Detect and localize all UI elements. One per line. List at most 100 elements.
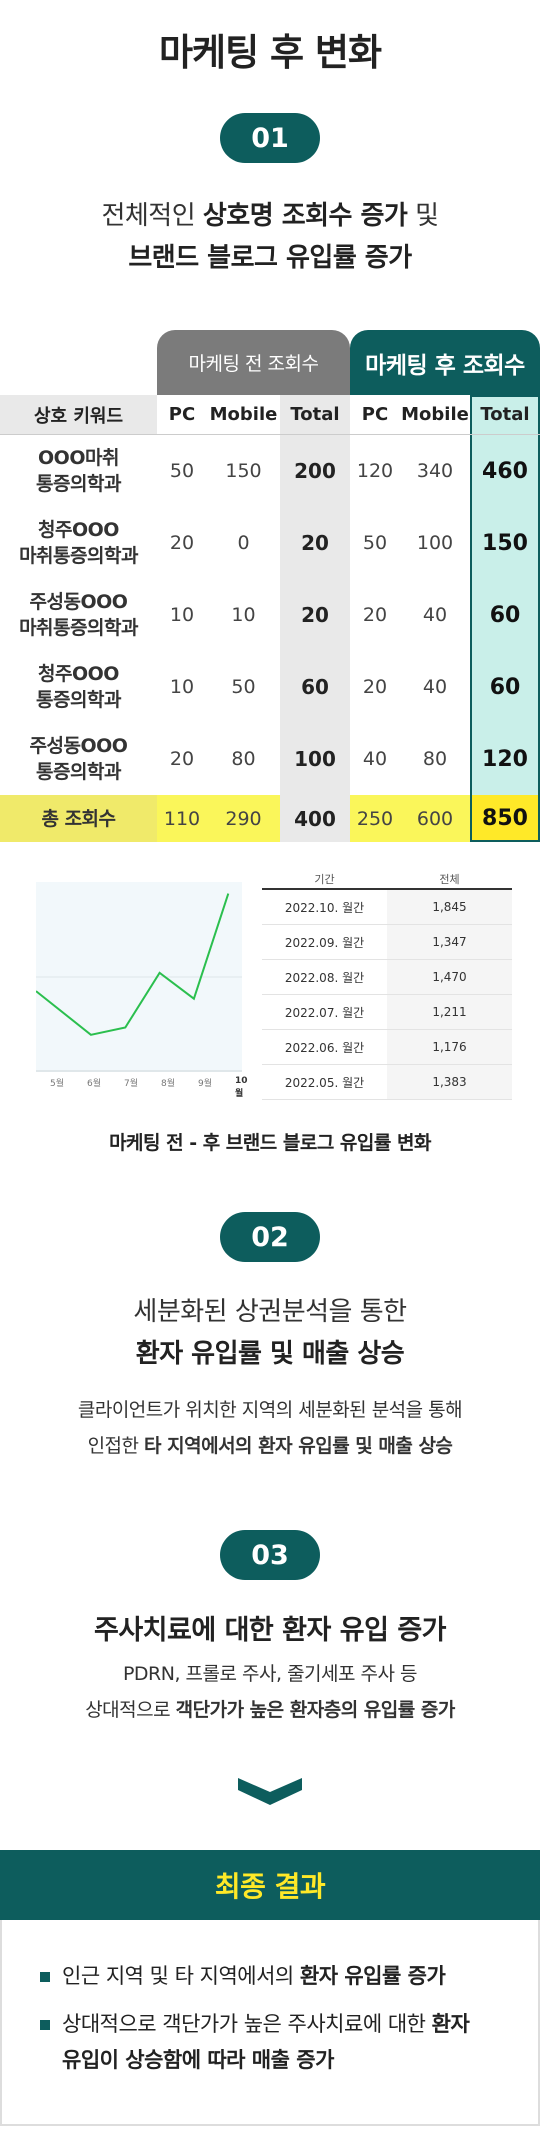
chart-series-line: [35, 893, 230, 1036]
chart-x-tick-label: 8월: [161, 1079, 176, 1089]
after-total-cell: 150: [482, 530, 528, 556]
before-pc-cell: 10: [169, 676, 195, 698]
before-pc-cell: 10: [169, 604, 195, 626]
after-pc-cell: 40: [362, 748, 388, 770]
after-mobile-cell: 340: [416, 460, 454, 482]
final-result-header: 최종 결과: [0, 1850, 540, 1920]
keyword-cell: 청주OOO 통증의학과: [36, 663, 121, 711]
after-total-cell: 460: [482, 458, 528, 484]
result-bullet-2: 상대적으로 객단가가 높은 주사치료에 대한 환자 유입이 상승함에 따라 매출…: [40, 2006, 470, 2078]
total-before-mobile: 290: [225, 807, 262, 830]
period-cell: 2022.10. 월간: [284, 900, 365, 915]
section2-description: 클라이언트가 위치한 지역의 세분화된 분석을 통해 인접한 타 지역에서의 환…: [77, 1399, 463, 1457]
total-after-cell-bg: [470, 795, 540, 842]
table-row: 청주OOO 마취통증의학과 20 0 20 50 100 150: [0, 507, 540, 579]
after-total-column-bg: [470, 395, 540, 795]
col-after-mobile: Mobile: [401, 404, 469, 425]
after-mobile-cell: 80: [422, 748, 448, 770]
result-bullet-1: 인근 지역 및 타 지역에서의 환자 유입률 증가: [40, 1958, 446, 1994]
monthly-data-table: 기간 전체 2022.10. 월간 1,845 2022.09. 월간 1,347 …: [262, 868, 512, 1100]
chart-x-tick-label: 7월: [124, 1079, 139, 1089]
data-table-row: 2022.07. 월간 1,211: [262, 995, 512, 1030]
before-mobile-cell: 150: [225, 460, 262, 482]
before-total-cell: 20: [301, 531, 329, 555]
square-bullet-icon: [40, 1972, 50, 1982]
total-after-total: 850: [482, 806, 528, 831]
square-bullet-icon: [40, 2020, 50, 2030]
section3-heading: 주사치료에 대한 환자 유입 증가: [93, 1615, 447, 1646]
total-row: 총 조회수 110 290 400 250 600 850: [0, 795, 540, 842]
section1-heading: 전체적인 상호명 조회수 증가 및 브랜드 블로그 유입률 증가: [101, 201, 439, 273]
total-before-cell-bg: [280, 795, 350, 842]
before-pc-cell: 20: [169, 532, 195, 554]
after-mobile-cell: 40: [422, 676, 448, 698]
table-header-row: 상호 키워드 PC Mobile Total PC Mobile Total: [0, 395, 540, 435]
value-cell: 1,845: [387, 890, 512, 924]
after-pc-cell: 20: [362, 604, 388, 626]
total-label-bg: [0, 795, 157, 842]
data-table-row: 2022.05. 월간 1,383: [262, 1065, 512, 1100]
after-pc-cell: 50: [362, 532, 388, 554]
section-number-badge: 03: [220, 1530, 320, 1580]
total-label: 총 조회수: [41, 807, 116, 830]
blog-inflow-line-chart: [35, 882, 242, 1072]
chart-x-tick-label: 9월: [198, 1079, 213, 1089]
chart-x-tick-label: 5월: [50, 1079, 65, 1089]
period-cell: 2022.07. 월간: [284, 1005, 365, 1020]
data-table-header: 기간 전체: [262, 868, 512, 890]
col-after-pc: PC: [361, 404, 389, 425]
page-title: 마케팅 후 변화: [158, 31, 382, 74]
keyword-cell: 청주OOO 마취통증의학과: [19, 519, 138, 567]
chevron-down-icon: [238, 1778, 302, 1805]
period-cell: 2022.09. 월간: [284, 935, 365, 950]
period-cell: 2022.06. 월간: [284, 1040, 365, 1055]
after-pc-cell: 20: [362, 676, 388, 698]
col-before-mobile: Mobile: [209, 404, 278, 425]
before-total-cell: 60: [301, 675, 329, 699]
after-marketing-header: 마케팅 후 조회수: [350, 330, 540, 395]
after-pc-cell: 120: [356, 460, 394, 482]
total-before-total: 400: [294, 806, 336, 831]
before-mobile-cell: 50: [231, 676, 256, 698]
line-chart-svg: [35, 893, 242, 1072]
keyword-cell: 주성동OOO 마취통증의학과: [19, 591, 138, 639]
value-cell: 1,347: [387, 925, 512, 959]
chart-x-tick-label: 10월: [235, 1076, 248, 1099]
chart-x-tick-label: 6월: [87, 1079, 102, 1089]
after-total-cell: 60: [489, 602, 521, 628]
table-row: 주성동OOO 마취통증의학과 10 10 20 20 40 60: [0, 579, 540, 651]
col-after-total: Total: [480, 404, 530, 425]
total-before-pc: 110: [163, 807, 201, 830]
chart-x-axis-labels: 5월 6월 7월 8월 9월 10월: [36, 1076, 252, 1099]
value-cell: 1,176: [387, 1030, 512, 1064]
after-mobile-cell: 100: [416, 532, 454, 554]
before-pc-cell: 50: [169, 460, 195, 482]
before-mobile-cell: 10: [231, 604, 256, 626]
after-mobile-cell: 40: [422, 604, 448, 626]
total-after-pc: 250: [356, 807, 394, 830]
keyword-header-bg: [0, 395, 157, 435]
period-cell: 2022.05. 월간: [284, 1075, 365, 1090]
chart-caption: 마케팅 전 - 후 브랜드 블로그 유입률 변화: [109, 1132, 431, 1154]
data-table-row: 2022.09. 월간 1,347: [262, 925, 512, 960]
section-number-badge: 02: [220, 1212, 320, 1262]
col-total: 전체: [439, 873, 460, 886]
keyword-views-table: 마케팅 전 조회수 마케팅 후 조회수 상호 키워드 PC Mobile Tot…: [0, 330, 540, 846]
section-number-badge: 01: [220, 113, 320, 163]
col-keyword: 상호 키워드: [33, 405, 124, 427]
keyword-cell: 주성동OOO 통증의학과: [29, 735, 128, 783]
after-total-cell: 120: [482, 746, 528, 772]
keyword-cell: OOO마취 통증의학과: [36, 447, 121, 495]
col-before-total: Total: [290, 404, 340, 425]
before-total-cell: 100: [294, 747, 336, 771]
table-row: 청주OOO 통증의학과 10 50 60 20 40 60: [0, 651, 540, 723]
final-result-box: 인근 지역 및 타 지역에서의 환자 유입률 증가 상대적으로 객단가가 높은 …: [0, 1920, 540, 2126]
period-cell: 2022.08. 월간: [284, 970, 365, 985]
before-pc-cell: 20: [169, 748, 195, 770]
data-table-row: 2022.06. 월간 1,176: [262, 1030, 512, 1065]
after-total-cell: 60: [489, 674, 521, 700]
section3-description: PDRN, 프롤로 주사, 줄기세포 주사 등 상대적으로 객단가가 높은 환자…: [85, 1663, 455, 1721]
value-cell: 1,383: [387, 1065, 512, 1099]
col-period: 기간: [314, 873, 335, 886]
value-cell: 1,211: [387, 995, 512, 1029]
